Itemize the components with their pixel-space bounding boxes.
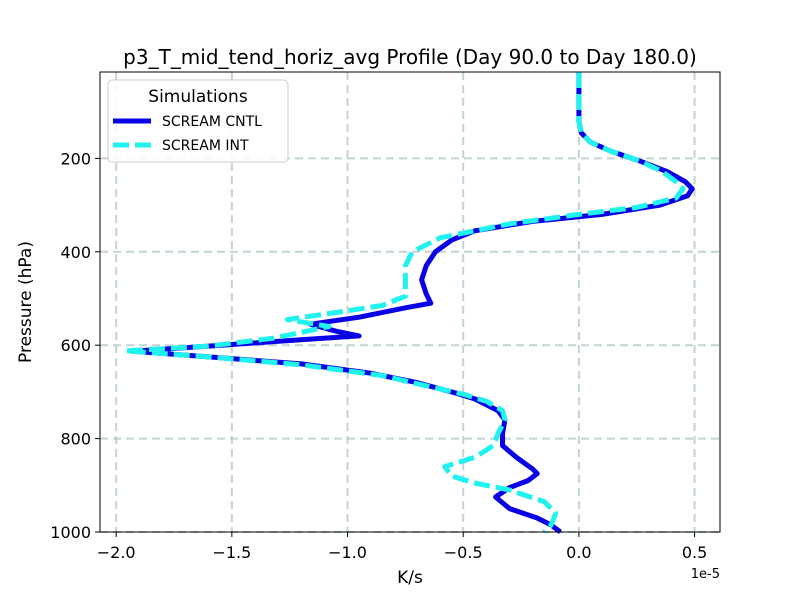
series-line-cntl [129,72,695,534]
grid [100,72,720,533]
legend: Simulations SCREAM CNTL SCREAM INT [107,79,289,163]
x-axis-offset-label: 1e-5 [691,567,720,582]
y-tick-label: 1000 [50,523,91,542]
legend-label-int: SCREAM INT [162,138,249,154]
y-axis: 200 400 600 800 1000 [50,149,100,542]
series-line-int [122,72,686,534]
plot-frame [99,71,721,533]
x-tick-label: 0.5 [682,543,707,562]
y-tick-label: 400 [60,243,91,262]
series-layer [122,72,695,534]
chart-title: p3_T_mid_tend_horiz_avg Profile (Day 90.… [123,45,697,69]
legend-label-cntl: SCREAM CNTL [162,114,262,130]
legend-title: Simulations [148,87,248,107]
y-axis-label: Pressure (hPa) [16,241,36,363]
x-tick-label: −2.0 [97,543,136,562]
x-tick-label: −0.5 [444,543,483,562]
y-tick-label: 800 [60,430,91,449]
x-axis-label: K/s [397,568,423,588]
y-tick-label: 200 [60,149,91,168]
x-tick-label: −1.5 [212,543,251,562]
legend-box [107,79,289,163]
x-tick-label: 0.0 [566,543,591,562]
y-tick-label: 600 [60,336,91,355]
x-axis: −2.0 −1.5 −1.0 −0.5 0.0 0.5 [97,532,707,562]
x-tick-label: −1.0 [328,543,367,562]
